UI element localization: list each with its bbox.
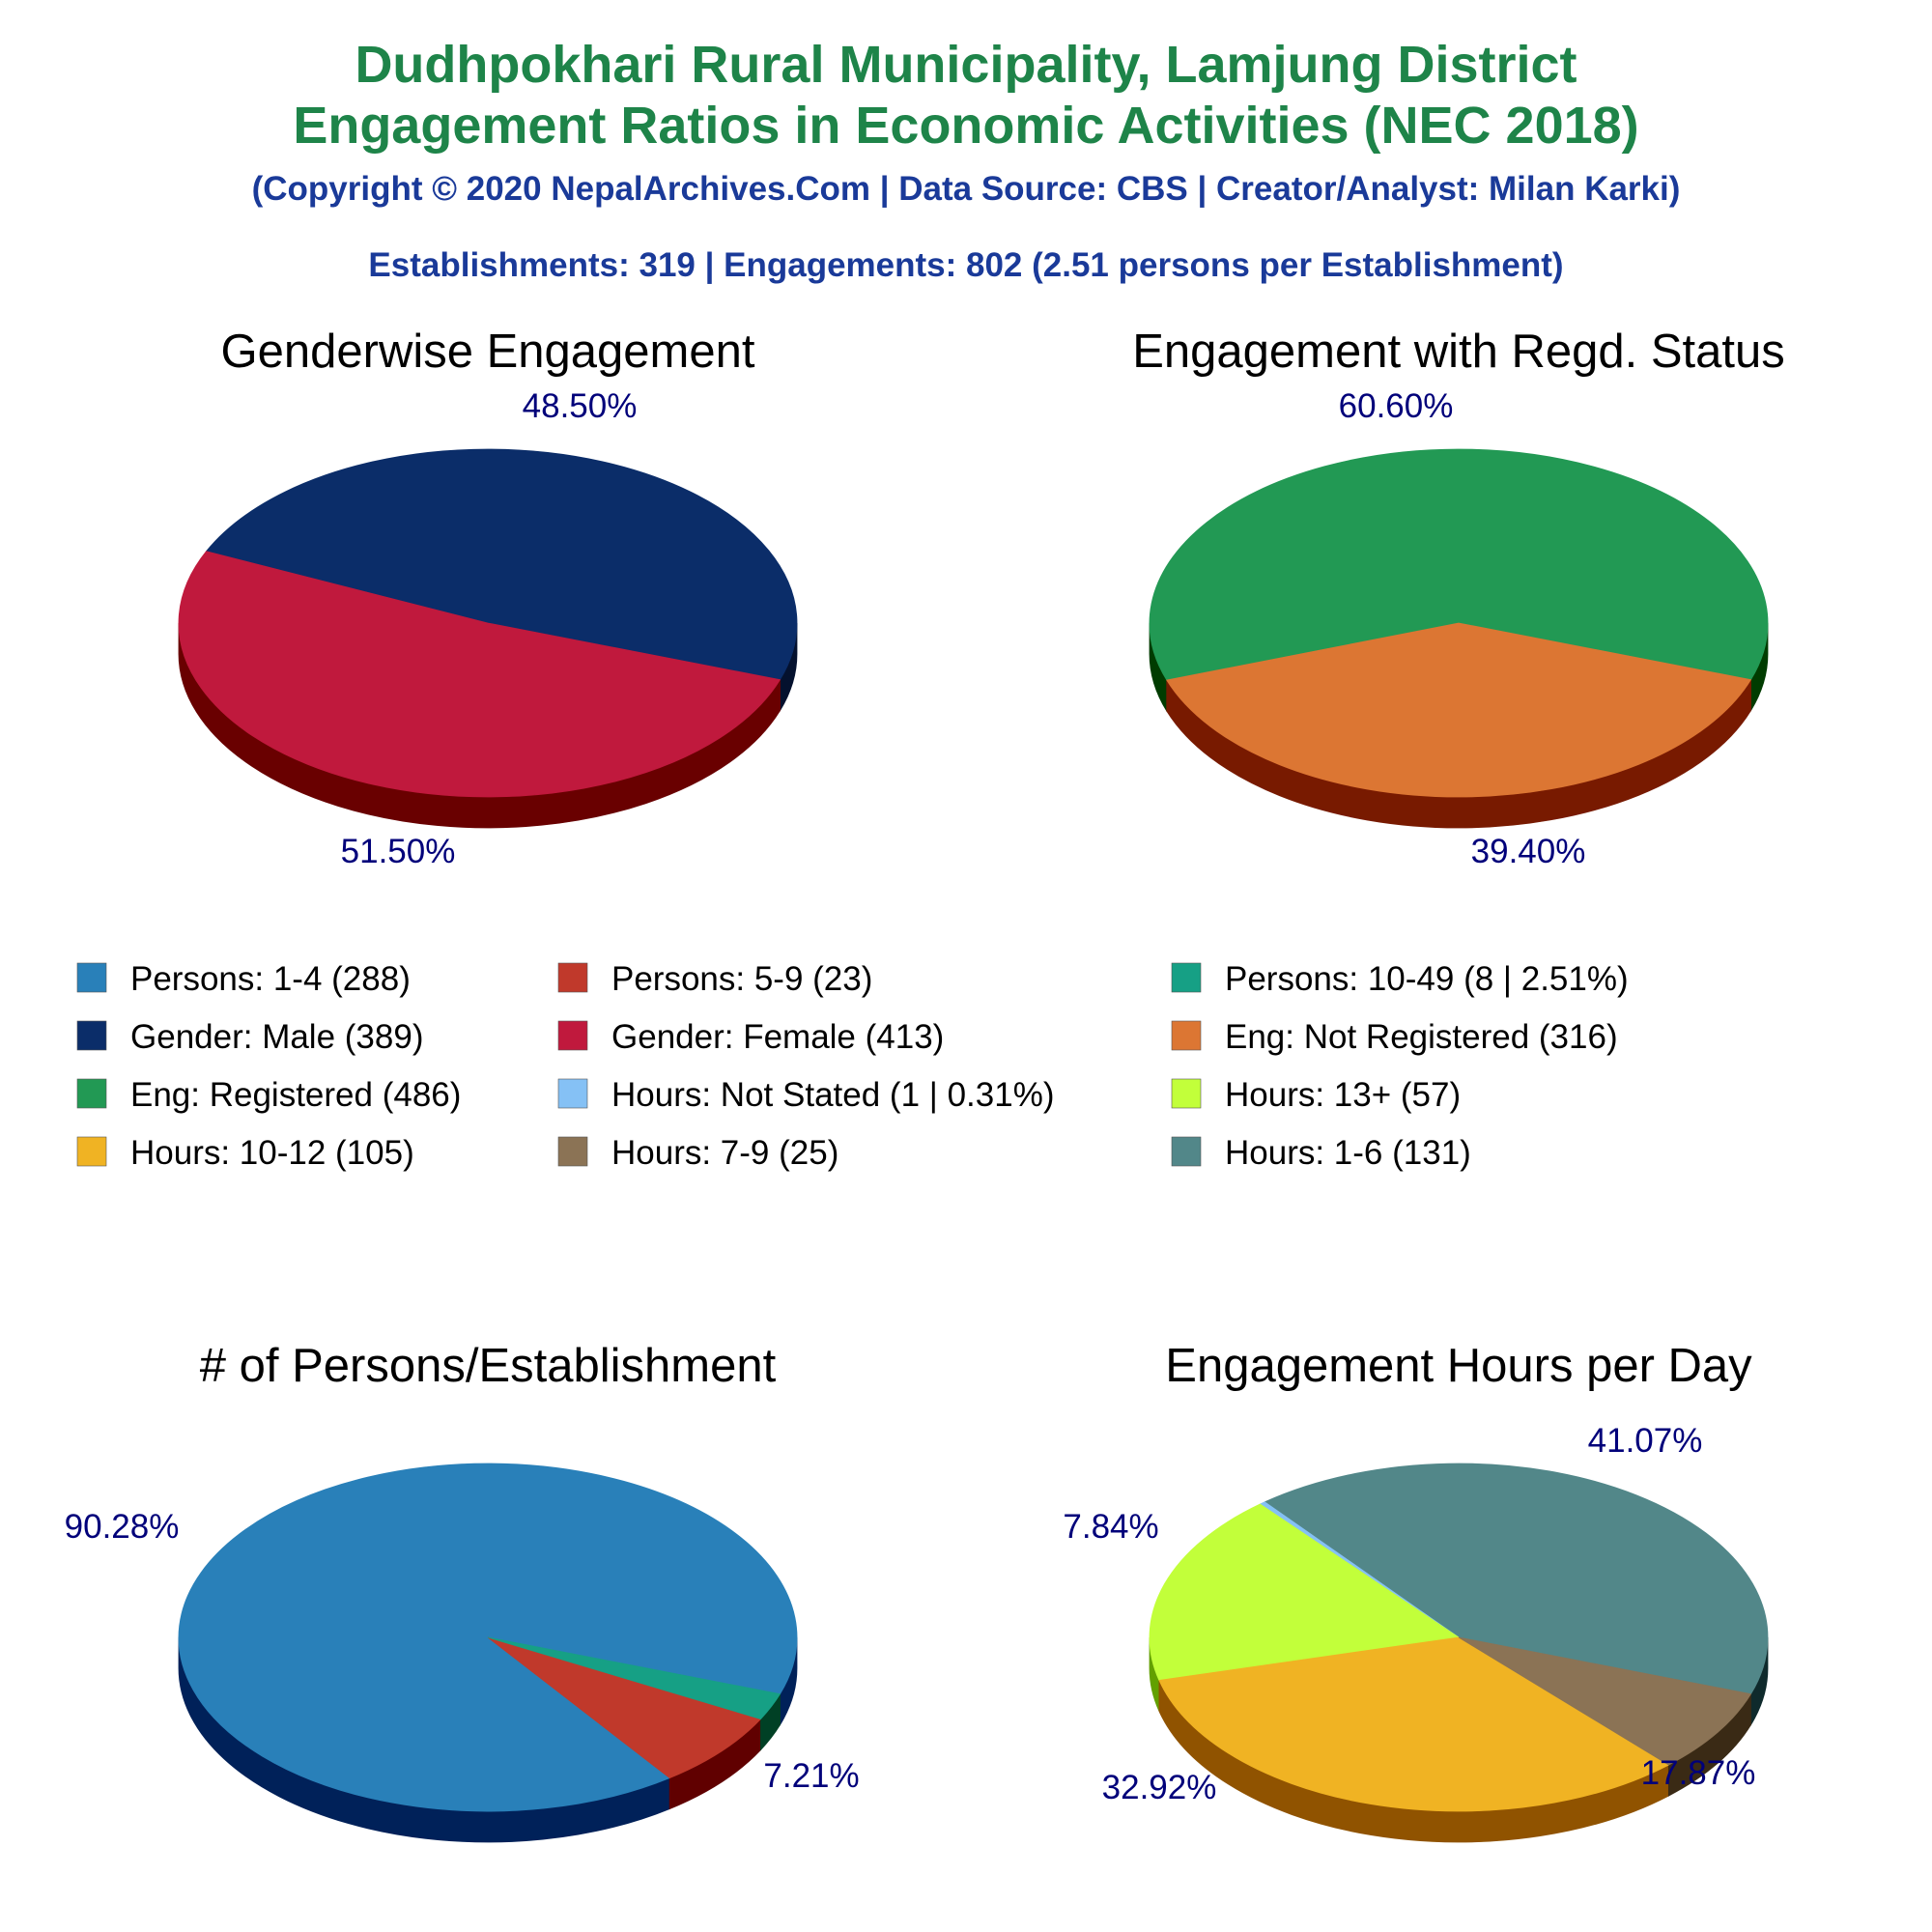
legend-item-gender-male-389: Gender: Male (389): [76, 1018, 423, 1056]
legend-label: Hours: 13+ (57): [1225, 1076, 1461, 1114]
percent-label-hours-7-9: 7.84%: [1063, 1508, 1158, 1546]
pie-slice-persons-5-9: [487, 1636, 762, 1779]
percent-label-hours-13: 17.87%: [1641, 1754, 1756, 1792]
pie-slice-eng-not-registered: [1166, 622, 1752, 798]
legend-swatch: [1171, 1136, 1202, 1167]
legend-swatch: [76, 1078, 107, 1109]
legend-swatch: [76, 1136, 107, 1167]
legend-item-eng-not-registered-316: Eng: Not Registered (316): [1171, 1018, 1618, 1056]
main-title-line2: Engagement Ratios in Economic Activities…: [293, 97, 1638, 155]
percent-label-persons-5-9: 7.21%: [763, 1757, 859, 1795]
legend-swatch: [1171, 962, 1202, 993]
legend-swatch: [1171, 1020, 1202, 1051]
chart-title: Engagement with Regd. Status: [1132, 326, 1785, 378]
legend-label: Eng: Not Registered (316): [1225, 1018, 1618, 1056]
pie-slice-gender-male: [205, 448, 798, 681]
pie-side-walls: [178, 1636, 798, 1843]
legend: Persons: 1-4 (288) Persons: 5-9 (23) Perso…: [76, 960, 1629, 1172]
pie-slice-hours-7-9: [1458, 1636, 1752, 1766]
pie-slice-hours-10-12: [1158, 1636, 1670, 1812]
legend-swatch: [557, 962, 588, 993]
pie-chart-of-persons-establishment: # of Persons/Establishment 90.28% 7.21%: [65, 1340, 860, 1843]
copyright-line: (Copyright © 2020 NepalArchives.Com | Da…: [252, 170, 1681, 208]
legend-item-hours-13-57: Hours: 13+ (57): [1171, 1076, 1461, 1114]
pie-chart-engagement-hours-per-day: Engagement Hours per Day 41.07% 17.87% 32.9…: [1063, 1340, 1769, 1843]
legend-swatch: [1171, 1078, 1202, 1109]
legend-item-hours-10-12-105: Hours: 10-12 (105): [76, 1134, 414, 1172]
percent-label-hours-10-12: 32.92%: [1102, 1769, 1217, 1806]
percent-label-persons-1-4: 90.28%: [65, 1508, 180, 1546]
pie-charts: Genderwise Engagement 48.50% 51.50% Engagem…: [65, 326, 1785, 1843]
legend-swatch: [557, 1078, 588, 1109]
legend-swatch: [76, 1020, 107, 1051]
main-title-line1: Dudhpokhari Rural Municipality, Lamjung …: [355, 36, 1577, 94]
legend-label: Persons: 10-49 (8 | 2.51%): [1225, 960, 1629, 998]
summary-line: Establishments: 319 | Engagements: 802 (…: [368, 246, 1563, 284]
pie-slice-hours-13: [1149, 1503, 1461, 1681]
pie-slice-persons-10-49: [487, 1636, 781, 1720]
percent-label-gender-male: 48.50%: [523, 387, 638, 425]
pie-chart-engagement-with-regd-status: Engagement with Regd. Status 60.60% 39.40%: [1132, 326, 1785, 870]
chart-title: Engagement Hours per Day: [1165, 1340, 1752, 1392]
percent-label-gender-female: 51.50%: [341, 833, 456, 870]
legend-label: Gender: Male (389): [130, 1018, 423, 1056]
legend-label: Hours: 1-6 (131): [1225, 1134, 1471, 1172]
legend-label: Persons: 1-4 (288): [130, 960, 411, 998]
pie-slice-eng-registered: [1149, 448, 1769, 681]
pie-slice-gender-female: [178, 551, 781, 798]
percent-label-eng-registered: 60.60%: [1339, 387, 1454, 425]
legend-label: Gender: Female (413): [611, 1018, 944, 1056]
chart-title: Genderwise Engagement: [221, 326, 755, 378]
legend-item-persons-10-49-8-2-51: Persons: 10-49 (8 | 2.51%): [1171, 960, 1629, 998]
legend-item-hours-7-9-25: Hours: 7-9 (25): [557, 1134, 838, 1172]
legend-swatch: [557, 1020, 588, 1051]
legend-item-gender-female-413: Gender: Female (413): [557, 1018, 944, 1056]
percent-label-hours-1-6: 41.07%: [1588, 1422, 1703, 1460]
legend-label: Persons: 5-9 (23): [611, 960, 872, 998]
legend-label: Hours: 7-9 (25): [611, 1134, 838, 1172]
legend-swatch: [557, 1136, 588, 1167]
legend-item-persons-1-4-288: Persons: 1-4 (288): [76, 960, 411, 998]
legend-label: Eng: Registered (486): [130, 1076, 461, 1114]
pie-chart-genderwise-engagement: Genderwise Engagement 48.50% 51.50%: [178, 326, 798, 870]
chart-title: # of Persons/Establishment: [200, 1340, 777, 1392]
legend-item-eng-registered-486: Eng: Registered (486): [76, 1076, 461, 1114]
legend-label: Hours: 10-12 (105): [130, 1134, 414, 1172]
percent-label-eng-not-registered: 39.40%: [1471, 833, 1586, 870]
legend-label: Hours: Not Stated (1 | 0.31%): [611, 1076, 1054, 1114]
legend-item-hours-1-6-131: Hours: 1-6 (131): [1171, 1134, 1471, 1172]
pie-slice-hours-1-6: [1264, 1463, 1769, 1695]
legend-item-persons-5-9-23: Persons: 5-9 (23): [557, 960, 872, 998]
legend-swatch: [76, 962, 107, 993]
legend-item-hours-not-stated-1-0-31: Hours: Not Stated (1 | 0.31%): [557, 1076, 1054, 1114]
